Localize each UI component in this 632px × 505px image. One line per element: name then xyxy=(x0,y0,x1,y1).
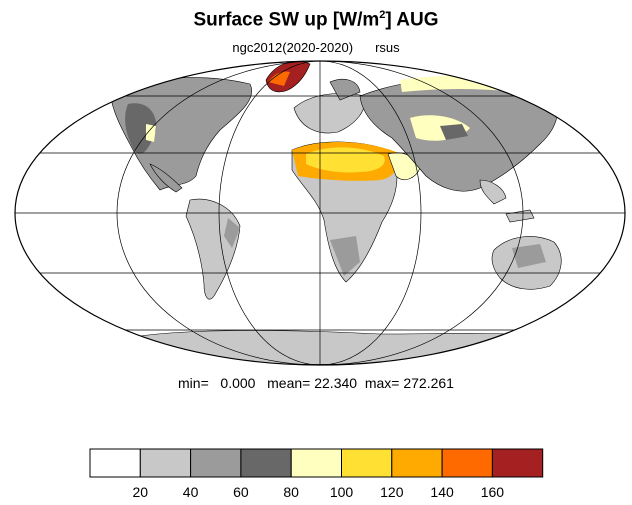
south-america xyxy=(185,198,241,300)
chart-subtitle: ngc2012(2020-2020) rsus xyxy=(0,40,632,55)
colorbar-tick-label: 140 xyxy=(430,484,454,500)
colorbar-box xyxy=(441,448,493,478)
south-america-dark xyxy=(224,218,240,248)
stats-line: min= 0.000 mean= 22.340 max= 272.261 xyxy=(178,375,454,391)
colorbar-tick-label: 160 xyxy=(480,484,505,500)
greenland-edge xyxy=(268,71,290,86)
scandinavia xyxy=(329,79,361,101)
europe xyxy=(293,93,366,134)
chart-title: Surface SW up [W/m2] AUG xyxy=(193,9,439,31)
sahara-inner xyxy=(306,147,385,173)
colorbar-box xyxy=(139,448,192,478)
colorbar-box xyxy=(491,448,544,478)
australia-dark xyxy=(512,244,546,268)
colorbar-box xyxy=(341,448,393,478)
southern-africa xyxy=(330,236,360,276)
graticule xyxy=(15,61,625,365)
colorbar-box xyxy=(391,448,443,478)
north-america-bright xyxy=(146,124,156,142)
map-outline xyxy=(14,60,626,366)
colorbar-tick-label: 100 xyxy=(329,484,354,500)
colorbar-box xyxy=(190,448,242,478)
colorbar-tick-label: 80 xyxy=(283,484,299,500)
southeast-asia xyxy=(479,179,507,205)
colorbar-tick-label: 120 xyxy=(380,484,404,500)
colorbar-tick-label: 40 xyxy=(182,484,199,500)
variable-label: rsus xyxy=(375,40,400,55)
colorbar-box xyxy=(290,448,343,478)
north-america-west xyxy=(125,103,157,154)
run-label: ngc2012(2020-2020) xyxy=(232,40,354,55)
north-america xyxy=(109,77,252,191)
tibet-dark xyxy=(440,124,468,140)
colorbar-tick-label: 60 xyxy=(233,484,249,500)
mexico xyxy=(149,163,183,193)
colorbar-box xyxy=(240,448,292,478)
colorbar-tick-label: 20 xyxy=(132,484,149,500)
colorbar-box xyxy=(89,448,141,478)
